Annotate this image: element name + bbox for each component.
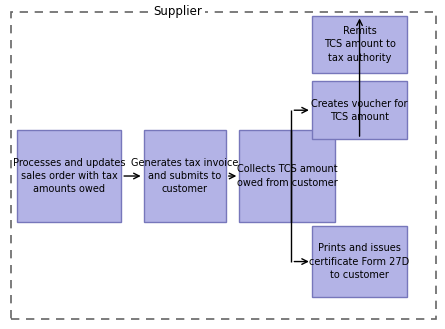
Text: Processes and updates
sales order with tax
amounts owed: Processes and updates sales order with t… [13, 158, 125, 194]
Bar [312, 82, 408, 139]
Bar [17, 130, 121, 222]
Bar [144, 130, 226, 222]
Text: Prints and issues
certificate Form 27D
to customer: Prints and issues certificate Form 27D t… [309, 243, 410, 280]
Text: Generates tax invoice
and submits to
customer: Generates tax invoice and submits to cus… [131, 158, 239, 194]
Text: Remits
TCS amount to
tax authority: Remits TCS amount to tax authority [324, 26, 396, 63]
Bar [239, 130, 335, 222]
Bar [312, 16, 408, 73]
Text: Supplier: Supplier [154, 5, 202, 18]
Text: Creates voucher for
TCS amount: Creates voucher for TCS amount [312, 99, 408, 122]
Text: Collects TCS amount
owed from customer: Collects TCS amount owed from customer [237, 164, 337, 188]
Bar [312, 226, 408, 297]
